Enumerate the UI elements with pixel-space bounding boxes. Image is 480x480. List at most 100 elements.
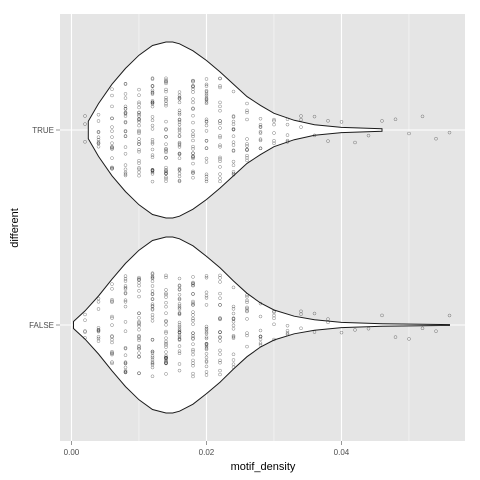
data-point <box>204 138 209 143</box>
data-point <box>123 170 128 175</box>
data-point <box>447 313 452 318</box>
data-point <box>231 352 236 357</box>
data-point <box>110 93 114 98</box>
data-point <box>272 139 276 143</box>
data-point <box>191 347 195 352</box>
data-point <box>204 117 209 122</box>
data-point <box>204 172 209 177</box>
data-point <box>191 138 195 143</box>
data-point <box>204 129 209 133</box>
data-point <box>258 130 263 134</box>
data-point <box>123 274 128 278</box>
data-point <box>204 359 209 363</box>
data-point <box>258 328 263 333</box>
data-point <box>204 360 209 364</box>
data-point <box>191 113 195 118</box>
data-point <box>150 354 155 358</box>
data-point <box>123 304 128 309</box>
data-point <box>123 300 128 304</box>
data-point <box>231 311 236 316</box>
data-point <box>123 106 128 111</box>
data-point <box>204 98 209 102</box>
data-point <box>164 147 168 152</box>
data-point <box>191 120 195 125</box>
data-point <box>245 333 249 338</box>
data-point <box>245 344 249 349</box>
data-point <box>191 316 195 321</box>
data-point <box>177 287 182 291</box>
data-point <box>96 112 101 117</box>
data-point <box>164 275 168 280</box>
data-point <box>204 160 209 164</box>
data-point <box>258 123 263 127</box>
data-point <box>245 137 249 141</box>
data-point <box>204 101 209 106</box>
data-point <box>177 305 182 310</box>
data-point <box>150 153 155 157</box>
data-point <box>164 103 168 108</box>
data-point <box>191 144 195 149</box>
data-point <box>191 106 195 111</box>
data-point <box>110 361 114 366</box>
x-tick-label: 0.00 <box>64 448 80 457</box>
data-point <box>218 135 222 140</box>
data-point <box>110 360 114 364</box>
data-point <box>150 88 155 93</box>
data-point <box>245 300 249 305</box>
data-point <box>380 313 384 318</box>
data-point <box>231 365 236 370</box>
data-point <box>83 114 87 118</box>
data-point <box>123 284 128 288</box>
data-point <box>110 299 114 303</box>
data-point <box>123 120 128 124</box>
data-point <box>191 292 195 296</box>
data-point <box>231 115 236 119</box>
data-point <box>272 122 276 127</box>
data-point <box>123 353 128 357</box>
data-point <box>137 283 141 288</box>
data-point <box>123 285 128 290</box>
data-point <box>272 119 276 123</box>
data-point <box>137 351 141 355</box>
data-point <box>258 343 263 347</box>
data-point <box>150 361 155 366</box>
data-point <box>231 304 236 309</box>
data-point <box>245 298 249 303</box>
data-point <box>285 331 290 335</box>
data-point <box>177 140 182 145</box>
data-point <box>110 87 114 91</box>
data-point <box>150 272 155 276</box>
data-point <box>164 119 168 124</box>
data-point <box>137 334 141 338</box>
data-point <box>272 309 276 313</box>
data-point <box>218 172 222 176</box>
data-point <box>150 123 155 128</box>
data-point <box>164 336 168 340</box>
data-point <box>110 145 114 150</box>
data-point <box>258 138 263 143</box>
data-point <box>177 127 182 132</box>
data-point <box>245 142 249 146</box>
data-point <box>137 371 141 375</box>
data-point <box>150 315 155 320</box>
data-point <box>83 312 87 317</box>
data-point <box>164 168 168 172</box>
data-point <box>177 351 182 356</box>
data-point <box>312 330 317 334</box>
data-point <box>272 141 276 146</box>
data-point <box>123 104 128 109</box>
data-point <box>353 140 357 145</box>
data-point <box>123 110 128 115</box>
data-point <box>110 351 114 355</box>
data-point <box>177 328 182 333</box>
data-point <box>245 331 249 335</box>
data-point <box>272 131 276 135</box>
data-point <box>285 323 290 328</box>
data-point <box>191 301 195 305</box>
data-point <box>164 355 168 360</box>
data-point <box>137 354 141 359</box>
data-point <box>150 92 155 96</box>
data-point <box>123 365 128 370</box>
data-point <box>177 276 182 281</box>
